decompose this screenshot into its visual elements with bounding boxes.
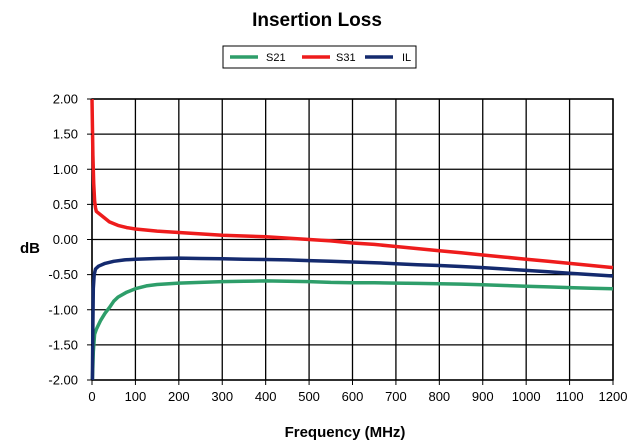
- x-tick-label: 1100: [556, 389, 584, 404]
- chart-title: Insertion Loss: [252, 10, 382, 31]
- y-axis-ticks: 2.00 1.50 1.00 0.50 0.00 -0.50 -1.00 -1.50 -2.00: [48, 92, 92, 388]
- legend-label-s31: S31: [336, 52, 356, 64]
- x-tick-label: 200: [168, 389, 190, 404]
- x-tick-label: 500: [298, 389, 320, 404]
- y-tick-label: 2.00: [53, 92, 78, 107]
- y-tick-label: 1.00: [53, 162, 78, 177]
- y-tick-label: 0.00: [53, 232, 78, 247]
- legend-label-il: IL: [402, 52, 411, 64]
- x-tick-label: 1200: [599, 389, 628, 404]
- y-tick-label: -1.00: [48, 302, 78, 317]
- x-tick-label: 900: [472, 389, 494, 404]
- x-tick-label: 700: [385, 389, 407, 404]
- y-tick-label: 0.50: [53, 197, 78, 212]
- y-axis-title: dB: [20, 240, 40, 257]
- x-tick-label: 300: [211, 389, 233, 404]
- series-layer: [90, 98, 614, 381]
- x-tick-label: 400: [255, 389, 277, 404]
- series-line-il: [90, 256, 614, 381]
- legend-label-s21: S21: [266, 52, 286, 64]
- legend: S21 S31 IL: [222, 45, 417, 69]
- y-tick-label: -0.50: [48, 267, 78, 282]
- x-tick-label: 600: [342, 389, 364, 404]
- x-tick-label: 1000: [512, 389, 541, 404]
- x-tick-label: 800: [428, 389, 450, 404]
- series-line-s31: [90, 98, 614, 270]
- x-axis-title: Frequency (MHz): [285, 424, 406, 441]
- grid: [91, 98, 614, 381]
- x-tick-label: 100: [125, 389, 147, 404]
- y-tick-label: -2.00: [48, 373, 78, 388]
- x-tick-label: 0: [88, 389, 95, 404]
- x-axis-ticks: 0 100 200 300 400 500 600 700 800 900 1000 1100 1200: [88, 380, 627, 404]
- y-tick-label: -1.50: [48, 337, 78, 352]
- series-line-s21: [90, 279, 614, 381]
- y-tick-label: 1.50: [53, 127, 78, 142]
